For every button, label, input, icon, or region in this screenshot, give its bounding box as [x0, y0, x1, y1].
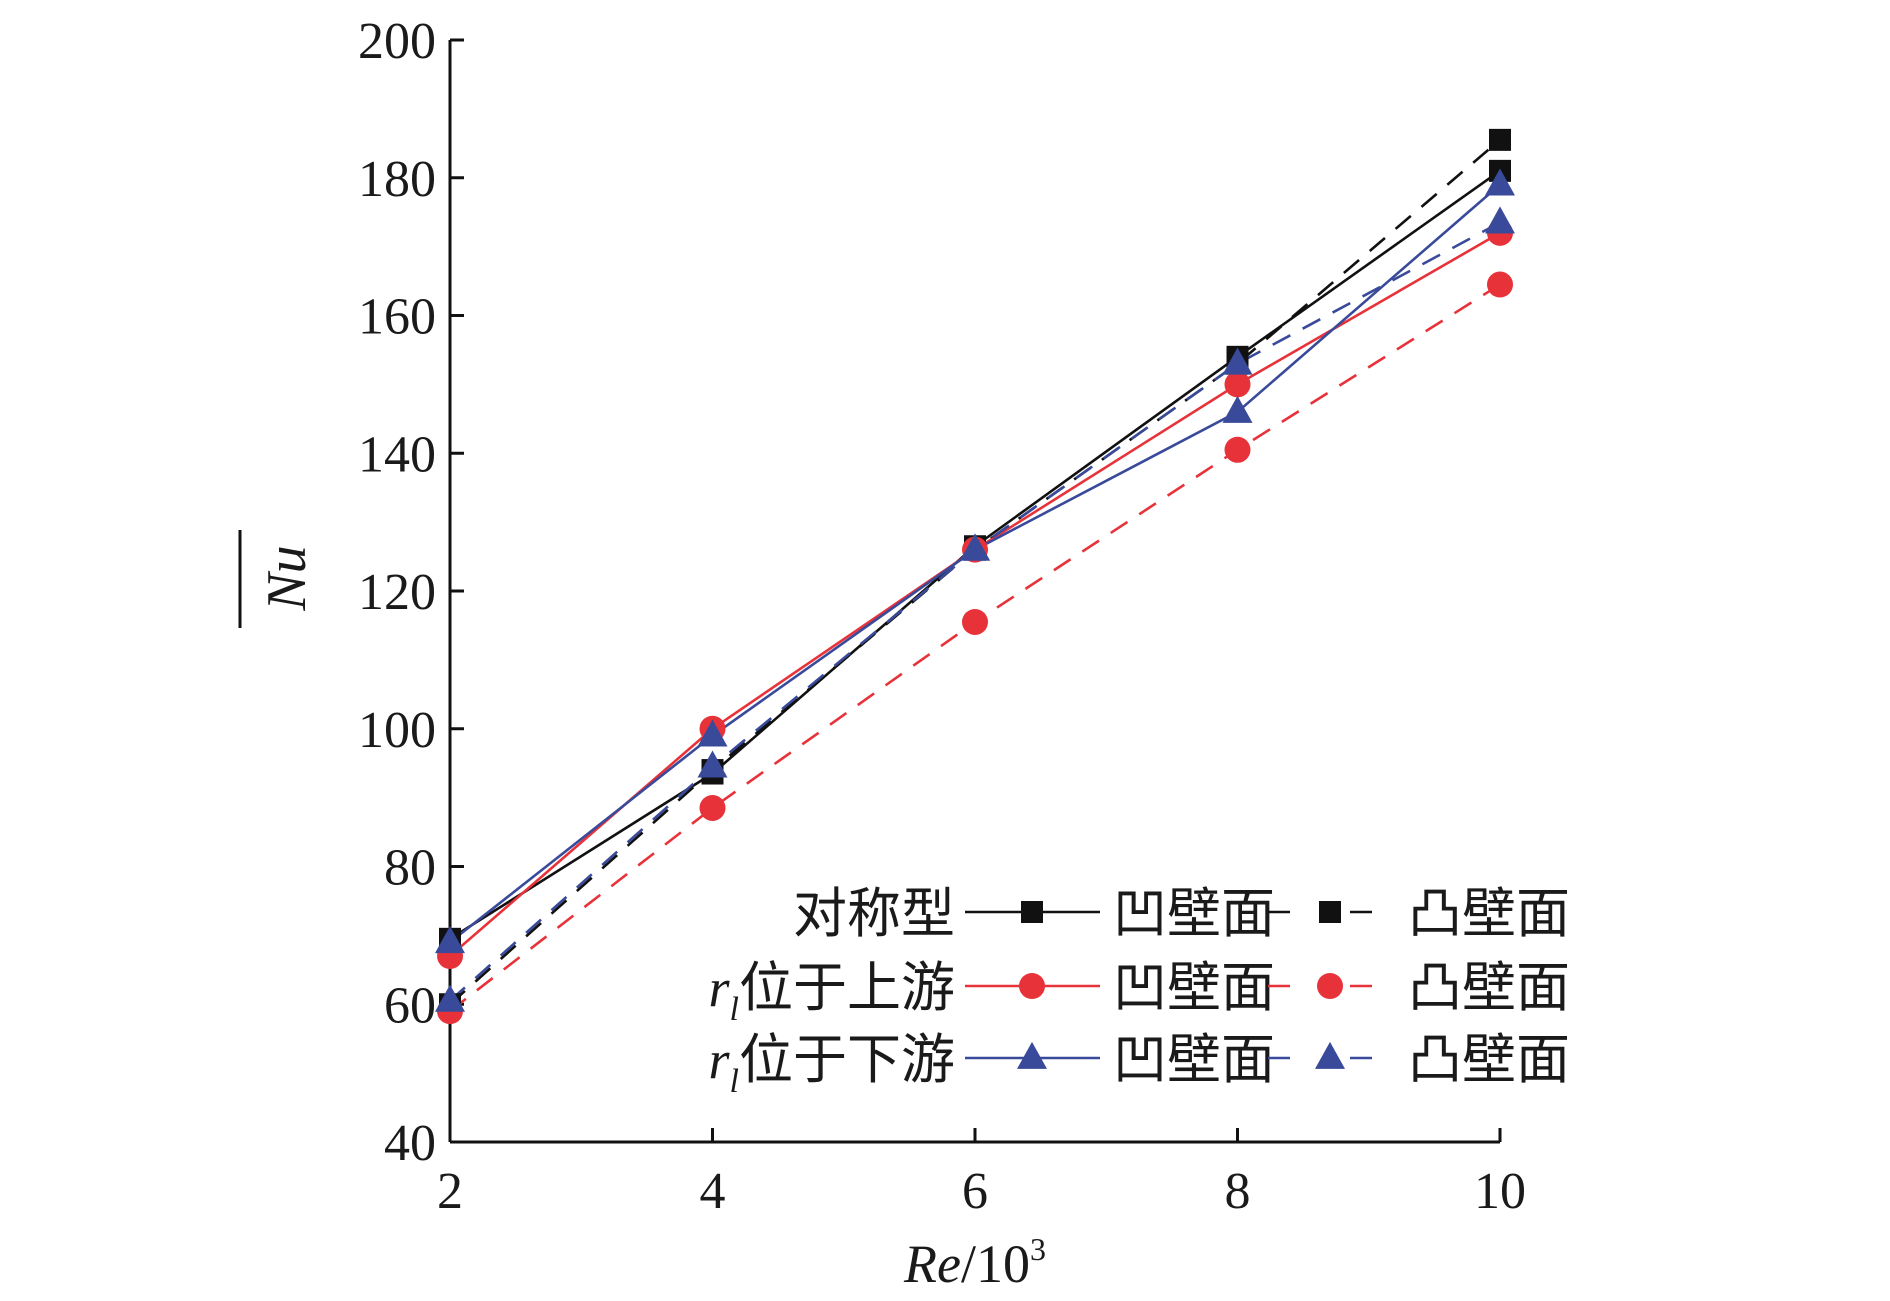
data-point-series-3: [699, 794, 726, 821]
data-point-series-4: [1222, 395, 1253, 423]
y-tick-label: 40: [384, 1115, 436, 1172]
x-tick-label: 6: [962, 1163, 988, 1220]
data-point-series-4: [435, 926, 465, 954]
x-axis-label: Re/103: [903, 1231, 1046, 1294]
y-tick-label: 80: [384, 840, 436, 897]
data-point-series-5: [1485, 206, 1515, 234]
y-tick-label: 160: [358, 289, 436, 346]
data-point-series-1: [1489, 128, 1511, 151]
legend-marker-dashed: [1315, 1041, 1345, 1069]
series-line-2: [449, 231, 1501, 958]
data-point-series-5: [960, 533, 990, 561]
data-point-series-4: [697, 719, 728, 747]
legend-marker-solid: [1019, 973, 1045, 999]
legend-marker-dashed: [1317, 973, 1343, 999]
axes: 40 60 80 100 120 140 160 180 200 2 4 6 8 10 Re/103 Nu: [238, 13, 1526, 1294]
x-tick-label: 2: [437, 1163, 463, 1220]
y-tick-label: 180: [358, 151, 436, 208]
data-point-series-4: [1485, 168, 1515, 196]
data-point-series-3: [962, 608, 988, 635]
x-tick-label: 4: [700, 1163, 726, 1220]
data-point-series-2: [1224, 371, 1251, 398]
data-point-series-5: [435, 984, 465, 1012]
legend-concave-label: 凹壁面: [1113, 1030, 1275, 1090]
legend-group-label: rl位于上游: [709, 958, 955, 1028]
legend-concave-label: 凹壁面: [1113, 958, 1275, 1018]
y-tick-label: 100: [358, 702, 436, 759]
y-tick-label: 200: [358, 13, 436, 70]
legend-group-label: 对称型: [793, 884, 955, 944]
series-lines: [449, 138, 1501, 1013]
legend-convex-label: 凸壁面: [1408, 884, 1570, 944]
legend-marker-solid: [1017, 1041, 1047, 1069]
series-line-3: [449, 283, 1501, 1013]
legend-convex-label: 凸壁面: [1408, 958, 1570, 1018]
data-point-series-5: [1222, 347, 1253, 375]
data-point-series-3: [1224, 436, 1251, 463]
data-point-series-5: [697, 750, 728, 778]
legend-group-label: rl位于下游: [709, 1030, 955, 1100]
series-markers: [435, 128, 1515, 1025]
y-axis-label: Nu: [256, 545, 318, 611]
x-tick-label: 8: [1225, 1163, 1251, 1220]
legend-marker-dashed: [1319, 901, 1341, 923]
series-line-4: [449, 183, 1501, 944]
legend-concave-label: 凹壁面: [1113, 884, 1275, 944]
data-point-series-3: [1487, 271, 1513, 298]
series-line-1: [449, 138, 1501, 1006]
y-tick-label: 140: [358, 426, 436, 483]
x-tick-label: 10: [1474, 1163, 1526, 1220]
legend-marker-solid: [1021, 901, 1043, 923]
legend-convex-label: 凸壁面: [1408, 1030, 1570, 1090]
y-tick-label: 60: [384, 977, 436, 1034]
y-tick-label: 120: [358, 564, 436, 621]
